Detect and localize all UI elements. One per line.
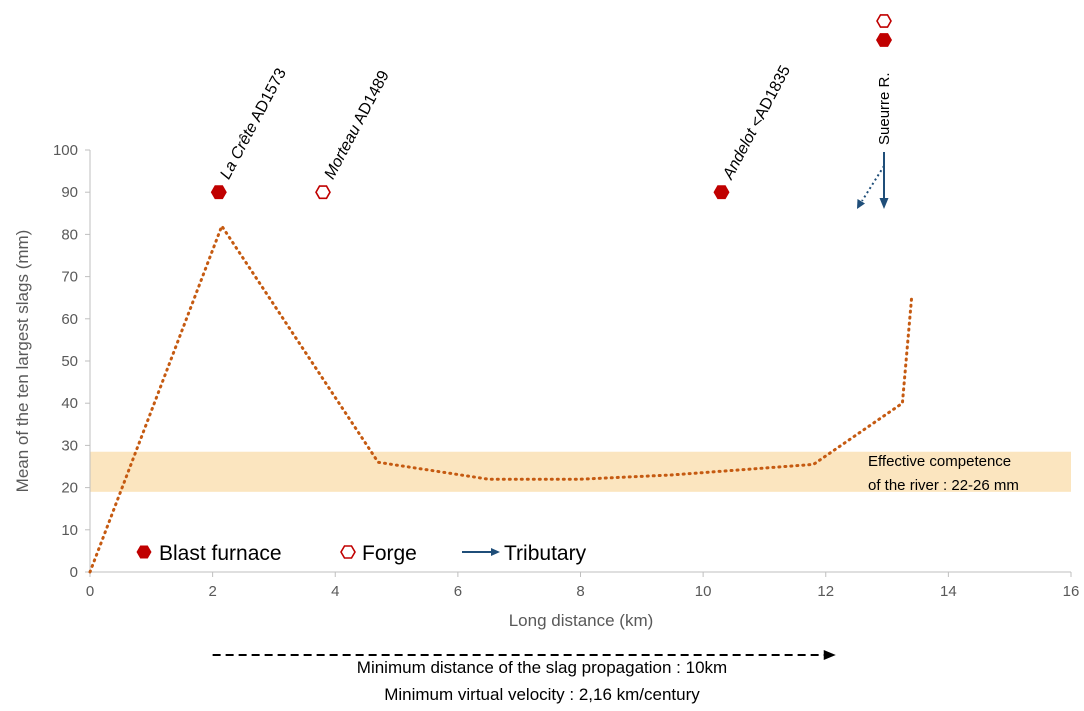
series-line-0 <box>88 222 914 574</box>
band-label-line1: Effective competence <box>868 453 1011 470</box>
y-tick-label: 20 <box>61 480 78 497</box>
legend-tributary-arrowhead <box>491 548 500 556</box>
tributary-blast-furnace-marker <box>876 33 892 47</box>
propagation-caption: Minimum distance of the slag propagation… <box>357 658 727 677</box>
competence-band <box>90 451 1071 492</box>
y-tick-label: 70 <box>61 269 78 286</box>
x-axis-title: Long distance (km) <box>509 611 654 630</box>
site-label: Andelot <AD1835 <box>720 63 795 183</box>
legend-forge-label: Forge <box>362 542 417 565</box>
y-tick-label: 100 <box>53 142 78 159</box>
x-tick-label: 14 <box>940 583 957 600</box>
site-label: La Crête AD1573 <box>217 66 290 182</box>
band-label-line2: of the river : 22-26 mm <box>868 477 1019 494</box>
y-tick-label: 30 <box>61 437 78 454</box>
y-tick-label: 10 <box>61 522 78 539</box>
propagation-arrowhead <box>823 650 836 660</box>
legend-tributary-label: Tributary <box>504 542 587 565</box>
legend-forge-icon <box>340 545 356 559</box>
y-tick-label: 40 <box>61 395 78 412</box>
site-marker-blast-furnace <box>210 185 227 200</box>
site-label: Morteau AD1489 <box>322 68 393 182</box>
tributary-dotted-arrowhead <box>856 199 865 209</box>
series-layer <box>88 222 914 574</box>
x-tick-label: 6 <box>454 583 462 600</box>
x-tick-label: 2 <box>208 583 216 600</box>
axes: 0 10 20 30 40 50 60 70 80 90 100 0 2 4 6 8 10 12 14 16 <box>53 142 1079 600</box>
y-tick-label: 80 <box>61 226 78 243</box>
legend-blast-furnace-label: Blast furnace <box>159 542 282 565</box>
x-tick-label: 12 <box>817 583 834 600</box>
site-marker-blast-furnace <box>713 185 730 200</box>
sites-layer: La Crête AD1573 Morteau AD1489 Andelot <AD… <box>210 63 795 200</box>
tributary-dotted-arrow-line <box>861 165 885 202</box>
y-tick-label: 0 <box>70 564 78 581</box>
tributary-layer: Sueurre R. <box>856 14 893 209</box>
tributary-forge-marker <box>876 14 892 28</box>
legend-blast-furnace-icon <box>136 545 152 559</box>
velocity-caption: Minimum virtual velocity : 2,16 km/centu… <box>384 685 700 704</box>
x-tick-label: 16 <box>1063 583 1080 600</box>
site-marker-forge <box>315 185 331 200</box>
y-tick-label: 50 <box>61 353 78 370</box>
x-tick-label: 10 <box>695 583 712 600</box>
y-tick-label: 60 <box>61 311 78 328</box>
legend: Blast furnace Forge Tributary <box>136 542 587 565</box>
x-tick-label: 4 <box>331 583 339 600</box>
x-tick-label: 8 <box>576 583 584 600</box>
x-tick-label: 0 <box>86 583 94 600</box>
propagation-annotation: Minimum distance of the slag propagation… <box>212 650 836 704</box>
tributary-label: Sueurre R. <box>876 72 893 145</box>
y-axis-title: Mean of the ten largest slags (mm) <box>13 230 32 493</box>
y-tick-label: 90 <box>61 184 78 201</box>
tributary-arrowhead <box>879 198 889 209</box>
